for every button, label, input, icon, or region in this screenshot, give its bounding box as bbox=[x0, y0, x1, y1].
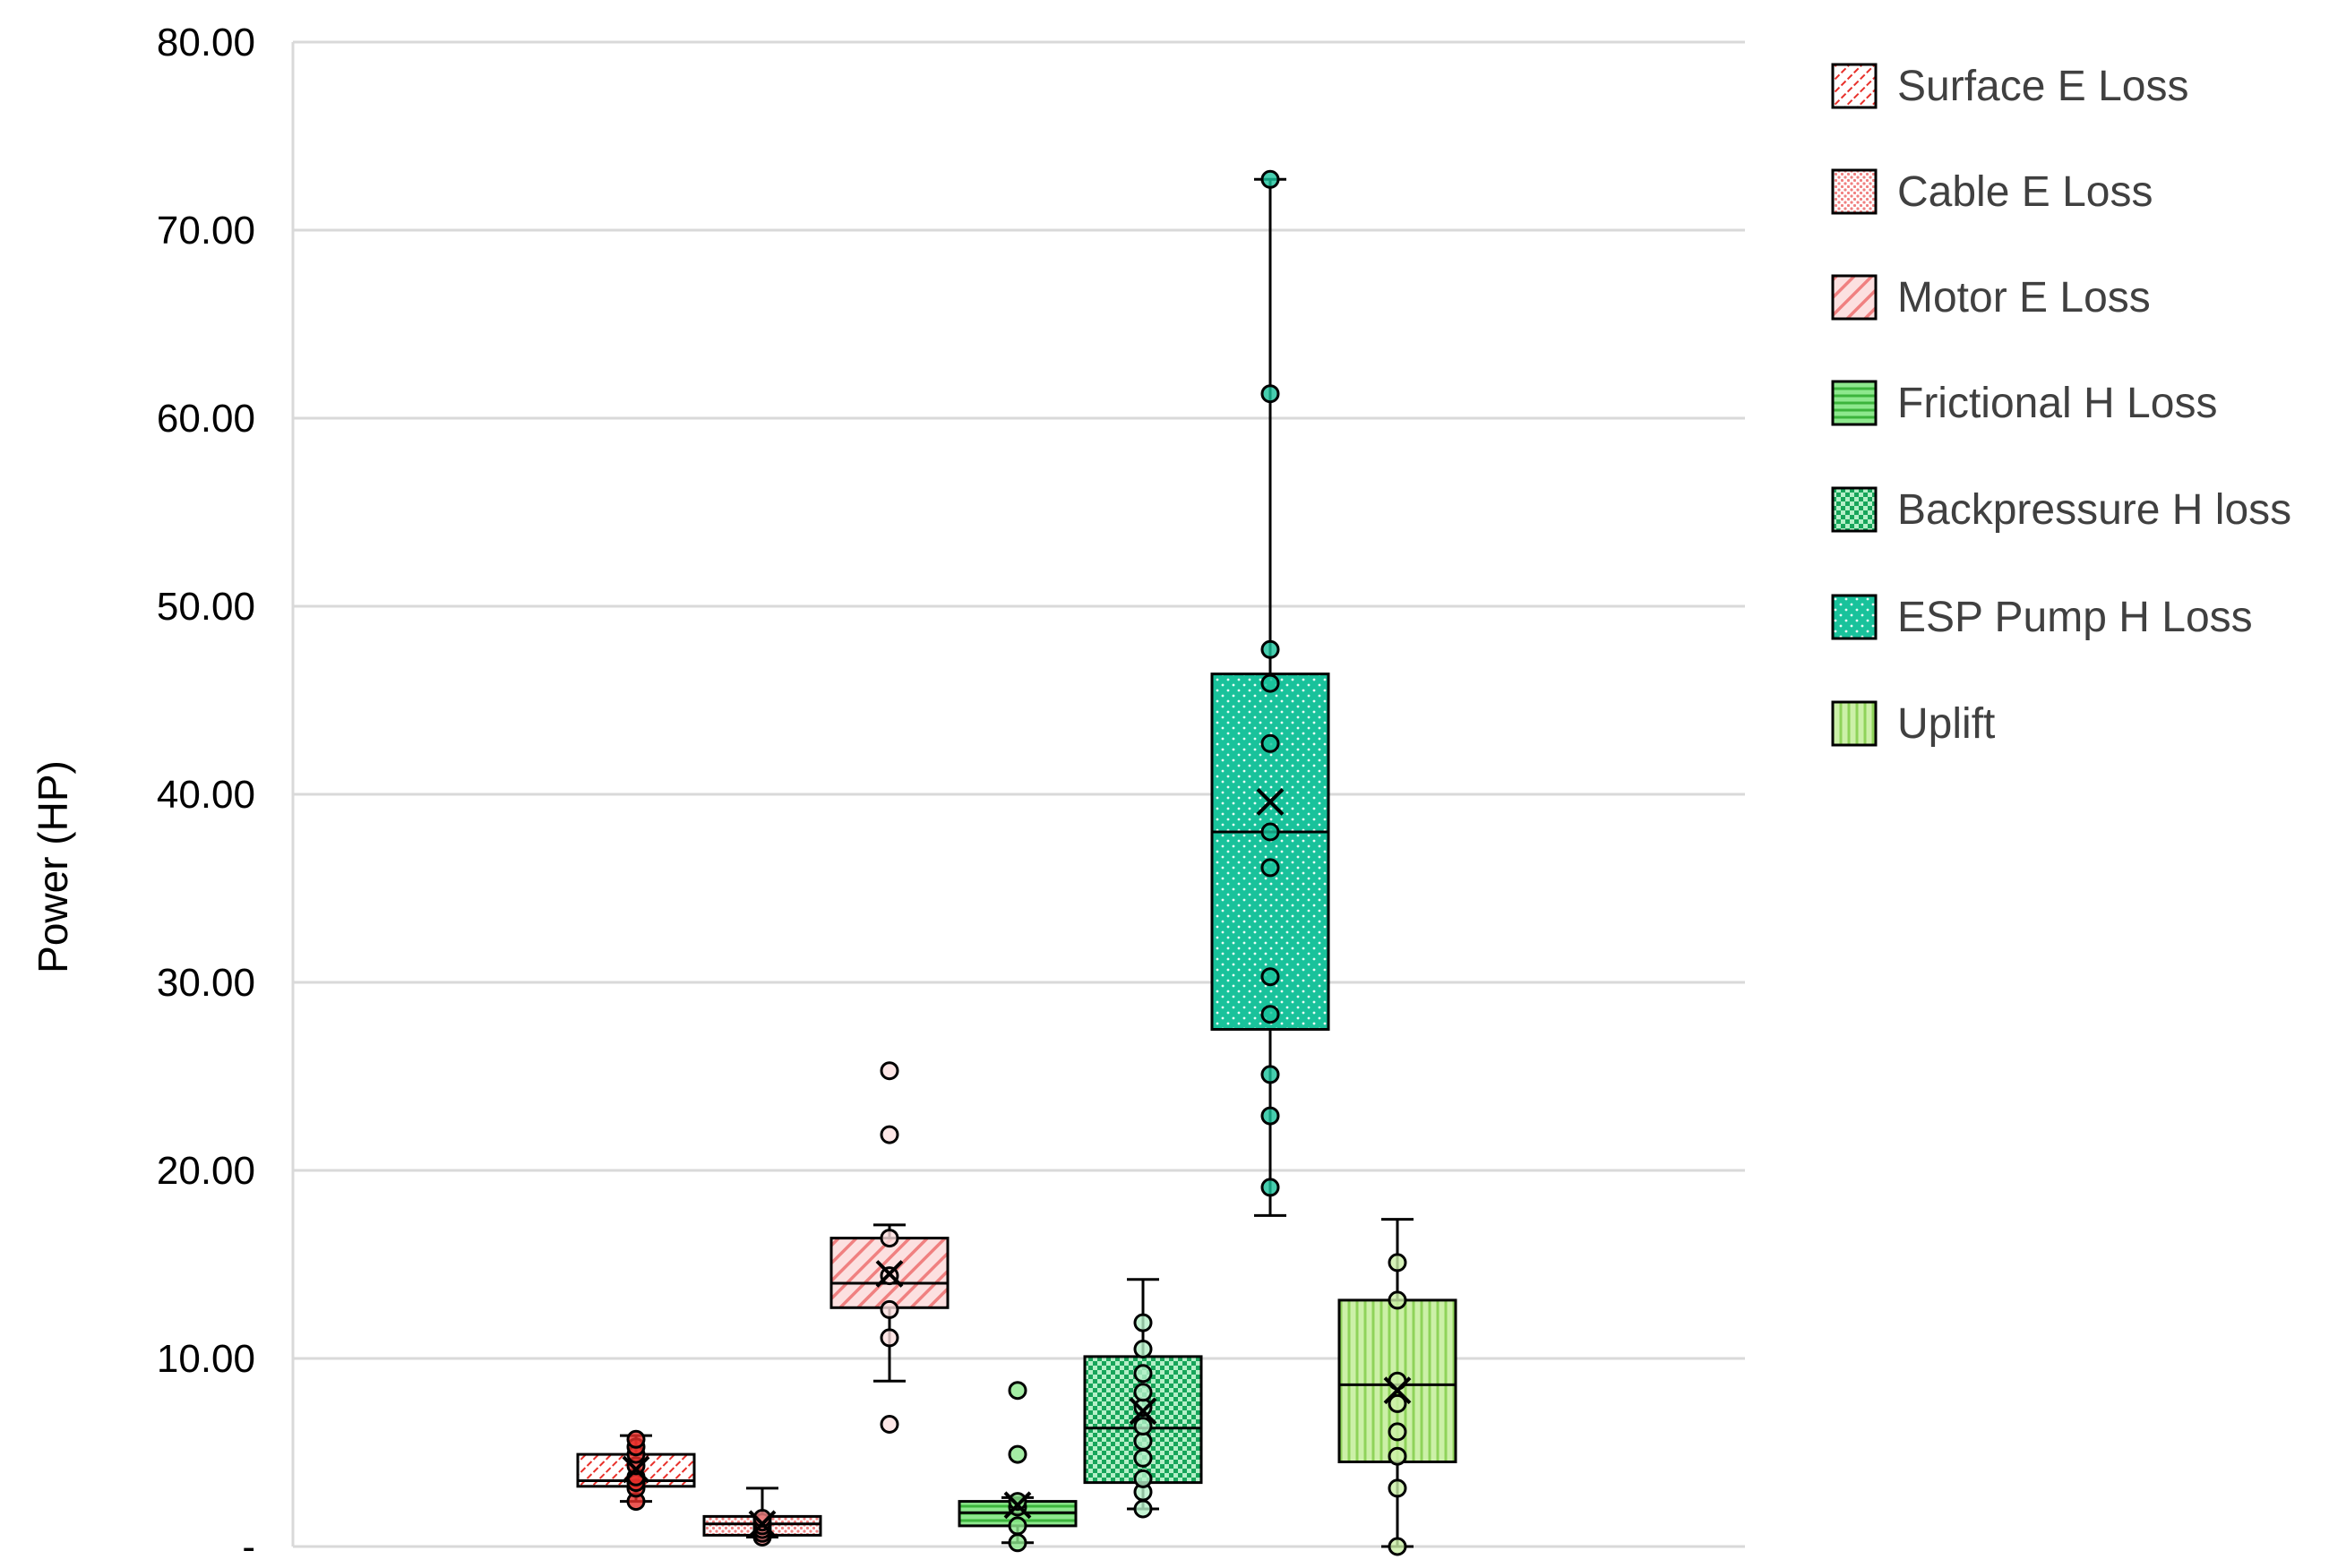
y-tick-label: 60.00 bbox=[157, 397, 255, 441]
data-point bbox=[880, 1125, 899, 1144]
data-point bbox=[1133, 1448, 1153, 1468]
mean-marker bbox=[748, 1510, 777, 1538]
data-point bbox=[1388, 1290, 1407, 1310]
data-point bbox=[1133, 1364, 1153, 1384]
data-point bbox=[1260, 1178, 1280, 1197]
legend-swatch bbox=[1831, 486, 1878, 533]
box-frictional-h-loss bbox=[958, 1381, 1078, 1553]
data-point bbox=[1260, 169, 1280, 189]
mean-marker bbox=[1129, 1397, 1157, 1426]
mean-marker bbox=[1383, 1376, 1412, 1405]
mean-marker bbox=[1256, 787, 1285, 816]
data-point bbox=[880, 1299, 899, 1319]
legend-swatch bbox=[1831, 594, 1878, 640]
data-point bbox=[1260, 733, 1280, 753]
y-tick-label: 40.00 bbox=[157, 773, 255, 817]
data-point bbox=[1133, 1340, 1153, 1358]
data-point bbox=[880, 1061, 899, 1081]
data-point bbox=[1388, 1422, 1407, 1442]
legend-label: Backpressure H loss bbox=[1897, 486, 2291, 534]
box-esp-pump-h-loss bbox=[1210, 169, 1330, 1217]
legend-item: Frictional H Loss bbox=[1831, 380, 2217, 427]
legend-swatch bbox=[1831, 274, 1878, 321]
data-point bbox=[1133, 1313, 1153, 1332]
data-point bbox=[1260, 822, 1280, 842]
y-tick-label: 50.00 bbox=[157, 585, 255, 629]
data-point bbox=[880, 1229, 899, 1248]
legend-swatch bbox=[1831, 168, 1878, 215]
data-point bbox=[1260, 967, 1280, 987]
y-axis: - 10.00 20.00 30.00 40.00 50.00 60.00 70.00 80.0… bbox=[157, 21, 1745, 1568]
box-backpressure-h-loss bbox=[1083, 1278, 1203, 1519]
data-point bbox=[880, 1328, 899, 1348]
data-point bbox=[626, 1429, 646, 1449]
legend-swatch bbox=[1831, 380, 1878, 426]
mean-marker bbox=[875, 1260, 904, 1288]
legend-label: Surface E Loss bbox=[1897, 63, 2189, 110]
data-point bbox=[1260, 673, 1280, 693]
mean-marker bbox=[1003, 1491, 1032, 1520]
data-point bbox=[1260, 1005, 1280, 1024]
legend-label: Cable E Loss bbox=[1897, 168, 2153, 216]
data-point bbox=[1133, 1499, 1153, 1519]
data-point bbox=[1260, 1065, 1280, 1084]
data-point bbox=[1008, 1444, 1027, 1464]
data-point bbox=[1388, 1253, 1407, 1272]
legend-item: Cable E Loss bbox=[1831, 168, 2153, 216]
data-point bbox=[880, 1415, 899, 1434]
legend-label: ESP Pump H Loss bbox=[1897, 594, 2253, 641]
y-tick-label: 70.00 bbox=[157, 209, 255, 253]
y-tick-label: 10.00 bbox=[157, 1337, 255, 1381]
legend-label: Frictional H Loss bbox=[1897, 380, 2217, 427]
box-motor-e-loss bbox=[829, 1061, 950, 1434]
data-point bbox=[1133, 1383, 1153, 1402]
data-point bbox=[1008, 1492, 1027, 1512]
data-point bbox=[1388, 1478, 1407, 1498]
legend-label: Uplift bbox=[1897, 700, 1995, 748]
y-tick-label: 80.00 bbox=[157, 21, 255, 64]
data-point bbox=[1008, 1381, 1027, 1401]
y-tick-label: 30.00 bbox=[157, 961, 255, 1005]
gridlines bbox=[293, 40, 1745, 1360]
data-point bbox=[1133, 1417, 1153, 1436]
mean-marker bbox=[622, 1455, 650, 1484]
legend-label: Motor E Loss bbox=[1897, 274, 2151, 321]
y-tick-label: - bbox=[242, 1525, 255, 1568]
data-point bbox=[1133, 1469, 1153, 1488]
data-point bbox=[1260, 639, 1280, 659]
legend: Surface E Loss Cable E Loss Motor E Loss Fr… bbox=[1831, 63, 2291, 748]
data-point bbox=[1008, 1516, 1027, 1536]
box-uplift bbox=[1337, 1218, 1457, 1556]
legend-item: ESP Pump H Loss bbox=[1831, 594, 2253, 641]
y-axis-label: Power (HP) bbox=[30, 760, 76, 973]
legend-item: Motor E Loss bbox=[1831, 274, 2151, 321]
legend-item: Backpressure H loss bbox=[1831, 486, 2291, 534]
data-point bbox=[1008, 1533, 1027, 1553]
legend-swatch bbox=[1831, 700, 1878, 747]
data-point bbox=[1388, 1537, 1407, 1556]
legend-swatch bbox=[1831, 63, 1878, 109]
data-point bbox=[1260, 384, 1280, 404]
y-tick-label: 20.00 bbox=[157, 1149, 255, 1193]
box-cable-e-loss bbox=[702, 1487, 822, 1547]
legend-item: Surface E Loss bbox=[1831, 63, 2189, 110]
box-surface-e-loss bbox=[576, 1429, 696, 1512]
data-point bbox=[1388, 1393, 1407, 1413]
data-point bbox=[1388, 1446, 1407, 1466]
data-point bbox=[1260, 858, 1280, 878]
data-point bbox=[1260, 1106, 1280, 1126]
legend-item: Uplift bbox=[1831, 700, 1995, 748]
box-series bbox=[576, 169, 1457, 1556]
